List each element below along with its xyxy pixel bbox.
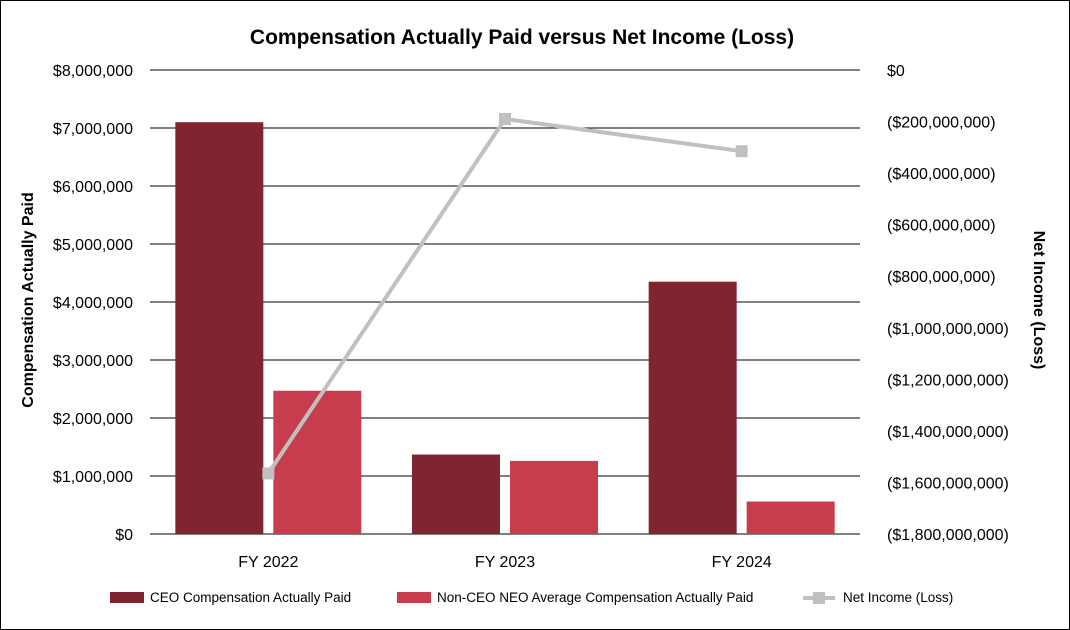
legend-label: Net Income (Loss): [843, 590, 953, 605]
bars: [175, 122, 835, 534]
right-tick-label: $0: [887, 63, 905, 80]
legend-label: Non-CEO NEO Average Compensation Actuall…: [437, 590, 753, 605]
left-tick-label: $2,000,000: [53, 411, 133, 428]
right-tick-label: ($800,000,000): [887, 269, 996, 286]
left-tick-label: $7,000,000: [53, 121, 133, 138]
bar-non-ceo-neo: [510, 460, 598, 534]
left-axis-ticks: $0 $1,000,000 $2,000,000 $3,000,000 $4,000,0…: [53, 63, 133, 544]
right-tick-label: ($1,400,000,000): [887, 424, 1009, 441]
right-tick-label: ($1,600,000,000): [887, 475, 1009, 492]
bar-non-ceo-neo: [746, 501, 835, 534]
x-tick-label: FY 2023: [475, 554, 535, 571]
right-tick-label: ($600,000,000): [887, 218, 996, 235]
gridlines: [150, 69, 860, 535]
legend-marker: [813, 592, 825, 604]
x-tick-label: FY 2022: [238, 554, 298, 571]
bar-ceo: [648, 281, 737, 534]
left-axis-title: Compensation Actually Paid: [20, 192, 37, 407]
x-axis-ticks: FY 2022 FY 2023 FY 2024: [238, 554, 772, 571]
right-tick-label: ($1,200,000,000): [887, 372, 1009, 389]
right-tick-label: ($1,800,000,000): [887, 527, 1009, 544]
legend: CEO Compensation Actually Paid Non-CEO NE…: [110, 590, 953, 605]
net-income-point: [262, 467, 275, 480]
legend-label: CEO Compensation Actually Paid: [150, 590, 351, 605]
bar-non-ceo-neo: [273, 390, 362, 534]
right-axis-ticks: $0 ($200,000,000) ($400,000,000) ($600,000,…: [887, 63, 1009, 544]
net-income-line-layer: [262, 112, 748, 480]
left-tick-label: $1,000,000: [53, 469, 133, 486]
left-tick-label: $8,000,000: [53, 63, 133, 80]
left-tick-label: $5,000,000: [53, 237, 133, 254]
legend-swatch: [110, 592, 144, 603]
right-tick-label: ($1,000,000,000): [887, 321, 1009, 338]
right-axis-title: Net Income (Loss): [1030, 231, 1047, 370]
left-tick-label: $0: [115, 527, 133, 544]
right-tick-label: ($400,000,000): [887, 166, 996, 183]
x-tick-label: FY 2024: [712, 554, 772, 571]
left-tick-label: $6,000,000: [53, 179, 133, 196]
chart-title: Compensation Actually Paid versus Net In…: [250, 26, 794, 49]
right-tick-label: ($200,000,000): [887, 115, 996, 132]
net-income-point: [499, 112, 511, 125]
left-tick-label: $3,000,000: [53, 353, 133, 370]
left-tick-label: $4,000,000: [53, 295, 133, 312]
legend-swatch: [397, 592, 431, 603]
bar-ceo: [412, 454, 500, 534]
bar-ceo: [175, 122, 264, 534]
net-income-point: [735, 145, 748, 158]
